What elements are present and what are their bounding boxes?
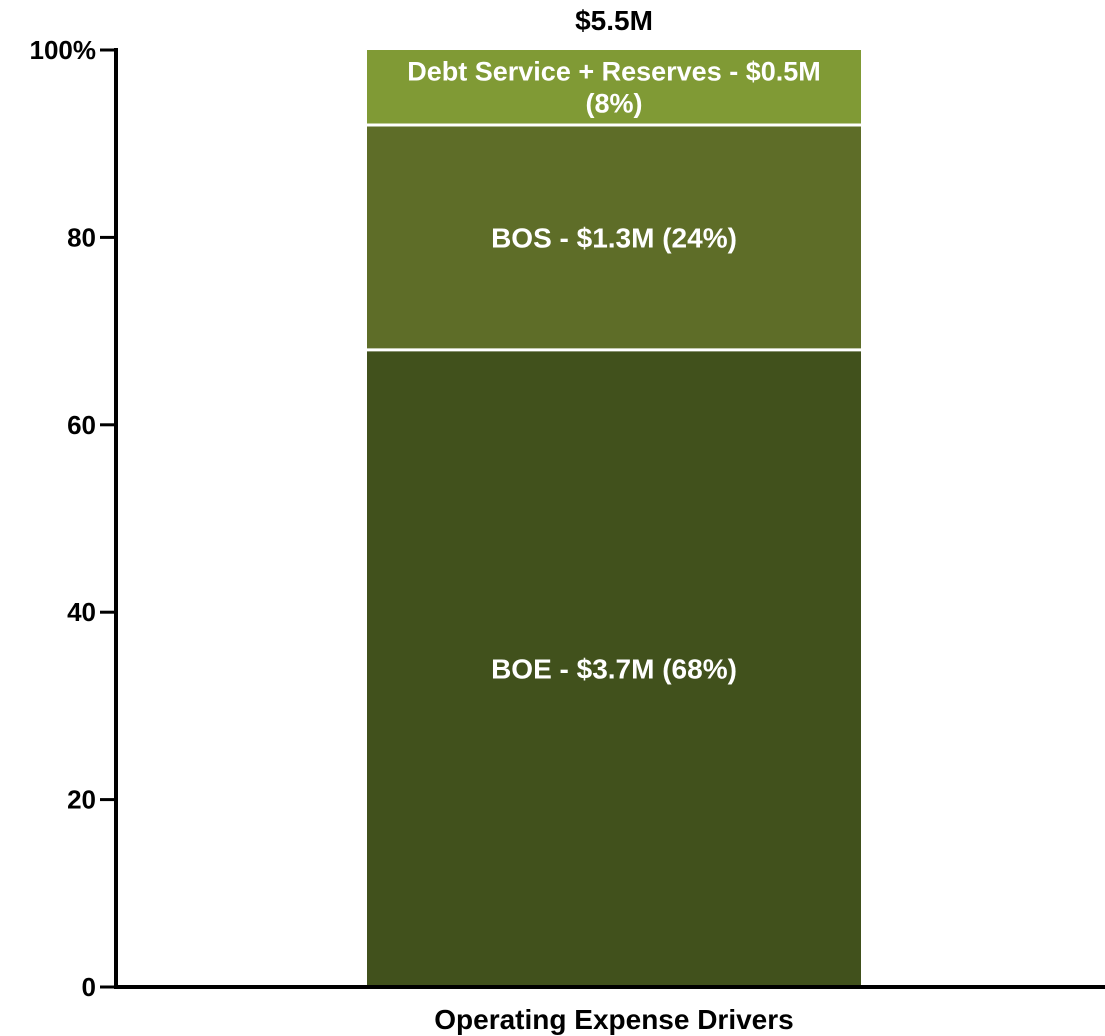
bar-segment-label: BOS - $1.3M (24%) bbox=[491, 222, 737, 253]
bar-segment-label: BOE - $3.7M (68%) bbox=[491, 653, 737, 684]
y-tick-label: 20 bbox=[67, 785, 96, 815]
y-tick-label: 0 bbox=[82, 972, 96, 1002]
bar-segment-label: Debt Service + Reserves - $0.5M bbox=[407, 56, 821, 86]
bar-total-label: $5.5M bbox=[575, 5, 653, 36]
bar-segment-label: (8%) bbox=[585, 88, 642, 118]
y-ticks-layer: 0 20 40 60 80 100% bbox=[30, 35, 117, 1002]
x-category-label: Operating Expense Drivers bbox=[434, 1004, 793, 1035]
y-tick-label: 60 bbox=[67, 410, 96, 440]
bars-layer bbox=[367, 50, 861, 987]
y-tick-label: 100% bbox=[30, 35, 97, 65]
y-tick-label: 40 bbox=[67, 597, 96, 627]
y-tick-label: 80 bbox=[67, 222, 96, 252]
